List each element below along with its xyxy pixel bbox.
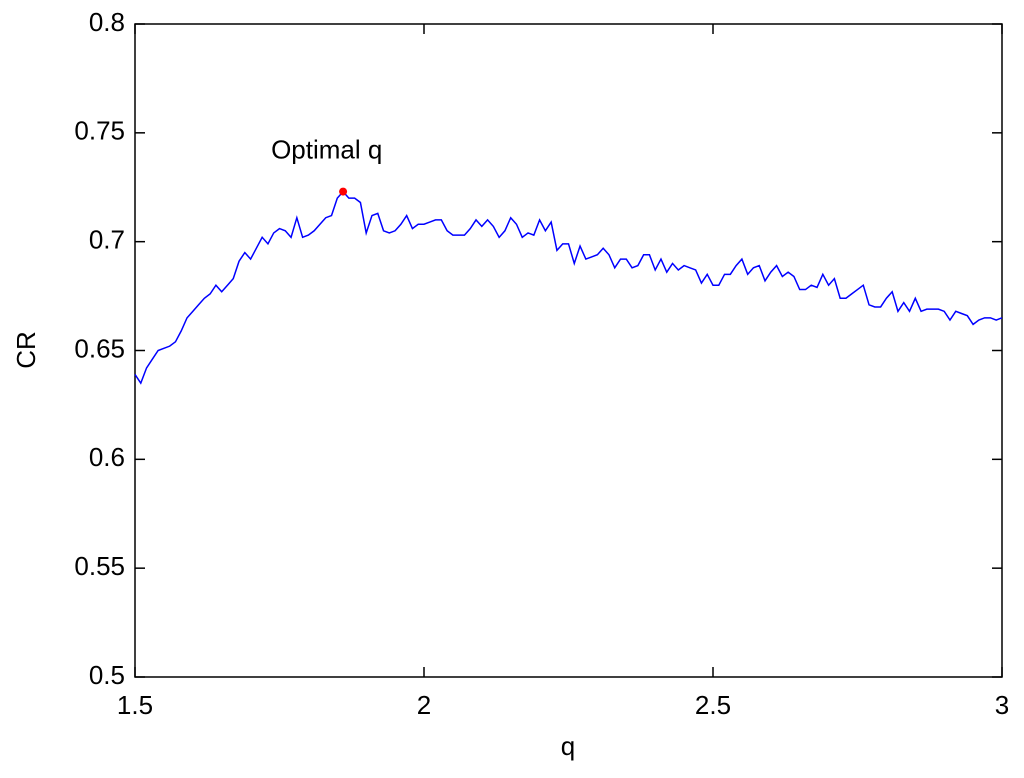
- y-tick-label: 0.8: [89, 7, 125, 37]
- y-tick-label: 0.6: [89, 442, 125, 472]
- x-tick-label: 2: [417, 690, 431, 720]
- x-axis-label: q: [561, 731, 575, 761]
- y-tick-label: 0.5: [89, 660, 125, 690]
- highlight-marker: [339, 187, 348, 196]
- x-tick-label: 3: [995, 690, 1009, 720]
- y-tick-label: 0.65: [74, 333, 125, 363]
- x-tick-label: 2.5: [695, 690, 731, 720]
- x-tick-label: 1.5: [117, 690, 153, 720]
- plot-box: [134, 23, 1003, 678]
- annotation: Optimal q: [271, 134, 382, 164]
- y-tick-label: 0.75: [74, 116, 125, 146]
- y-axis-label: CR: [11, 331, 41, 369]
- y-tick-label: 0.7: [89, 225, 125, 255]
- y-tick-label: 0.55: [74, 551, 125, 581]
- data-line: [134, 190, 1003, 385]
